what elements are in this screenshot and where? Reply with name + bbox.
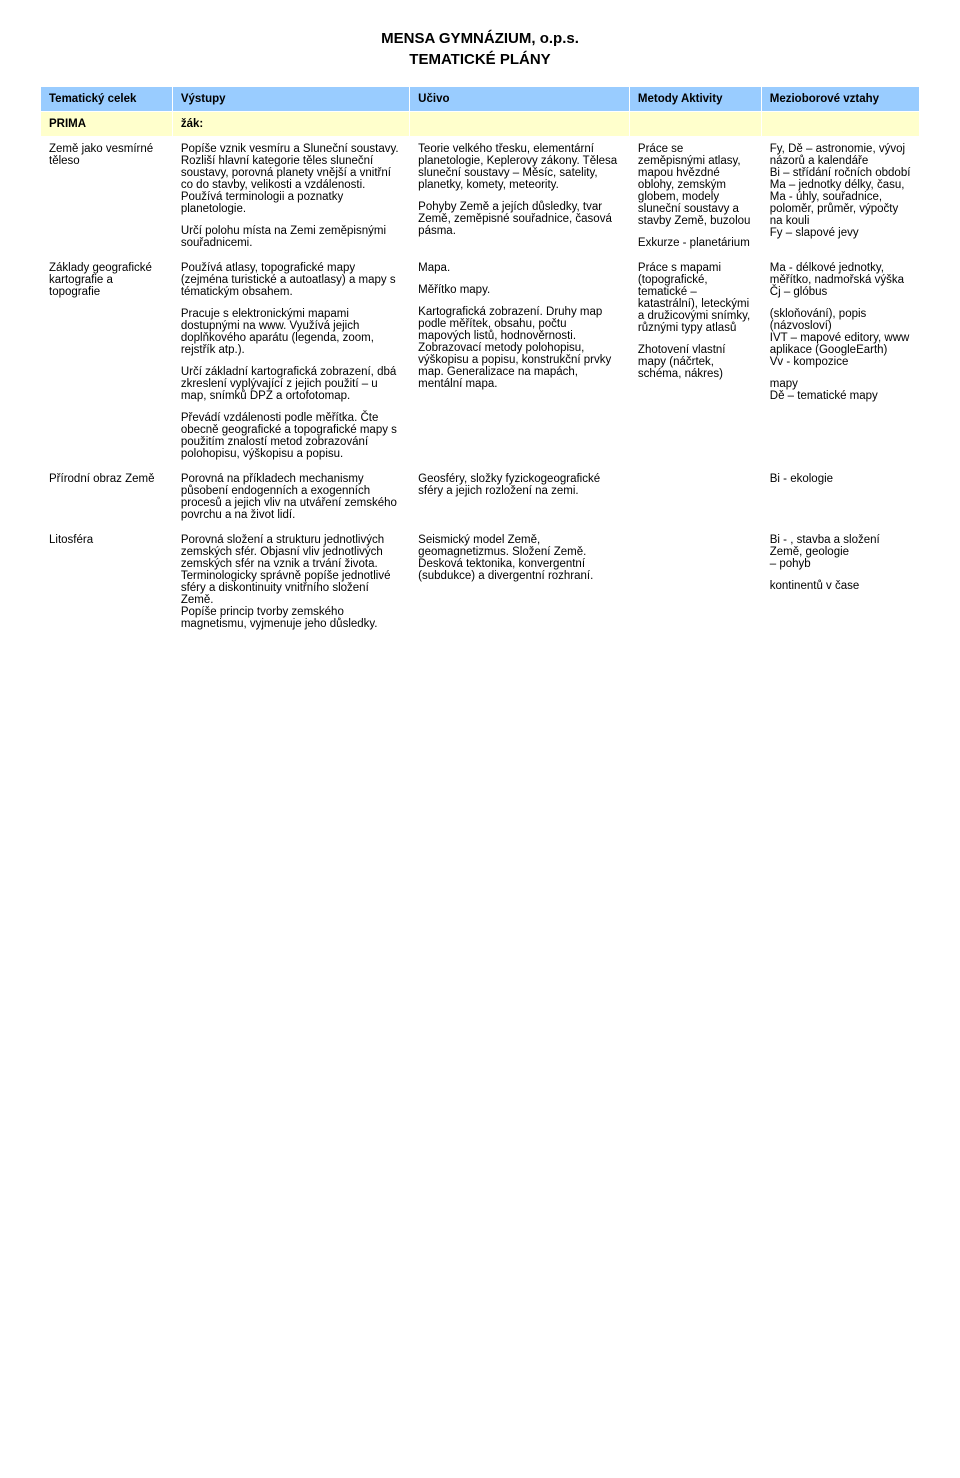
table-row: Litosféra Porovná složení a strukturu je…	[41, 528, 920, 637]
col-header-ucivo: Učivo	[410, 87, 630, 112]
para: Práce s mapami (topografické, tematické …	[638, 262, 753, 334]
table-row: Přírodní obraz Země Porovná na příkladec…	[41, 467, 920, 528]
para: Určí polohu místa na Zemi zeměpisnými so…	[181, 225, 401, 249]
cell-topic: Země jako vesmírné těleso	[41, 137, 173, 256]
cell-metody	[629, 467, 761, 528]
para: Zhotovení vlastní mapy (náčrtek, schéma,…	[638, 344, 753, 380]
curriculum-table: Tematický celek Výstupy Učivo Metody Akt…	[40, 86, 920, 637]
cell-topic: Přírodní obraz Země	[41, 467, 173, 528]
para: Kartografická zobrazení. Druhy map podle…	[418, 306, 621, 390]
subheader-zak: žák:	[172, 112, 409, 137]
para: Práce se zeměpisnými atlasy, mapou hvězd…	[638, 143, 753, 227]
cell-mezioborove: Bi - ekologie	[761, 467, 919, 528]
para: Používá atlasy, topografické mapy (zejmé…	[181, 262, 401, 298]
cell-ucivo: Mapa. Měřítko mapy. Kartografická zobraz…	[410, 256, 630, 467]
cell-mezioborove: Fy, Dě – astronomie, vývoj názorů a kale…	[761, 137, 919, 256]
cell-mezioborove: Bi - , stavba a složení Země, geologie– …	[761, 528, 919, 637]
subheader-empty-3	[761, 112, 919, 137]
para: Teorie velkého třesku, elementární plane…	[418, 143, 621, 191]
para: Pracuje s elektronickými mapami dostupný…	[181, 308, 401, 356]
cell-vystupy: Používá atlasy, topografické mapy (zejmé…	[172, 256, 409, 467]
table-subheader-row: PRIMA žák:	[41, 112, 920, 137]
para: Ma - délkové jednotky, měřítko, nadmořsk…	[770, 262, 911, 298]
cell-ucivo: Geosféry, složky fyzickogeografické sfér…	[410, 467, 630, 528]
col-header-vystupy: Výstupy	[172, 87, 409, 112]
para: Exkurze - planetárium	[638, 237, 753, 249]
subheader-empty-2	[629, 112, 761, 137]
cell-metody: Práce s mapami (topografické, tematické …	[629, 256, 761, 467]
para: Popíše vznik vesmíru a Sluneční soustavy…	[181, 143, 401, 215]
cell-mezioborove: Ma - délkové jednotky, měřítko, nadmořsk…	[761, 256, 919, 467]
cell-topic: Litosféra	[41, 528, 173, 637]
subheader-prima: PRIMA	[41, 112, 173, 137]
para: Měřítko mapy.	[418, 284, 621, 296]
page-title-2: TEMATICKÉ PLÁNY	[40, 51, 920, 68]
subheader-empty-1	[410, 112, 630, 137]
cell-metody: Práce se zeměpisnými atlasy, mapou hvězd…	[629, 137, 761, 256]
cell-ucivo: Seismický model Země, geomagnetizmus. Sl…	[410, 528, 630, 637]
para: Převádí vzdálenosti podle měřítka. Čte o…	[181, 412, 401, 460]
page-title-1: MENSA GYMNÁZIUM, o.p.s.	[40, 30, 920, 47]
para: (skloňování), popis (názvosloví)IVT – ma…	[770, 308, 911, 368]
para: kontinentů v čase	[770, 580, 911, 592]
para: Mapa.	[418, 262, 621, 274]
para: Bi - , stavba a složení Země, geologie– …	[770, 534, 911, 570]
cell-vystupy: Popíše vznik vesmíru a Sluneční soustavy…	[172, 137, 409, 256]
col-header-celek: Tematický celek	[41, 87, 173, 112]
cell-vystupy: Porovná složení a strukturu jednotlivých…	[172, 528, 409, 637]
para: mapyDě – tematické mapy	[770, 378, 911, 402]
cell-vystupy: Porovná na příkladech mechanismy působen…	[172, 467, 409, 528]
para: Určí základní kartografická zobrazení, d…	[181, 366, 401, 402]
col-header-mezioborove: Mezioborové vztahy	[761, 87, 919, 112]
cell-metody	[629, 528, 761, 637]
col-header-metody: Metody Aktivity	[629, 87, 761, 112]
cell-ucivo: Teorie velkého třesku, elementární plane…	[410, 137, 630, 256]
cell-topic: Základy geografické kartografie a topogr…	[41, 256, 173, 467]
table-row: Základy geografické kartografie a topogr…	[41, 256, 920, 467]
table-row: Země jako vesmírné těleso Popíše vznik v…	[41, 137, 920, 256]
para: Pohyby Země a jejích důsledky, tvar Země…	[418, 201, 621, 237]
table-header-row: Tematický celek Výstupy Učivo Metody Akt…	[41, 87, 920, 112]
